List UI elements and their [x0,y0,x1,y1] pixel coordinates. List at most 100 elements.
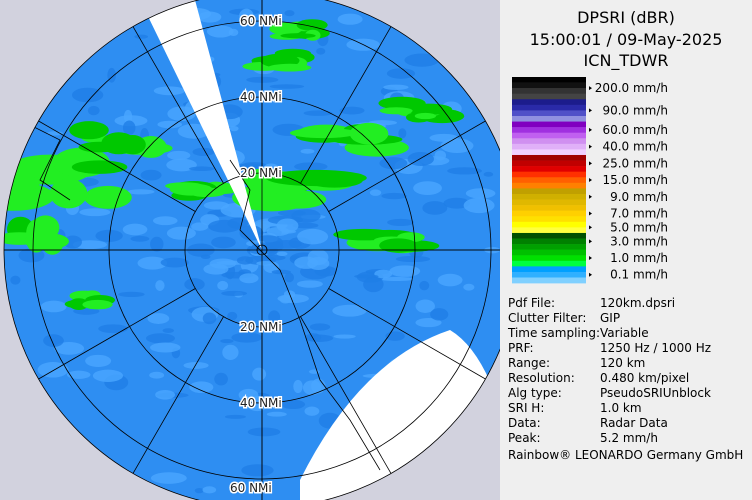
info-value: 5.2 mm/h [600,431,658,445]
range-rings [3,0,500,500]
echo [251,242,284,253]
echo [419,280,430,291]
color-legend: 200.0 mm/h 90.0 mm/h 60.0 mm/h 40.0 mm/h 25.… [512,77,668,284]
echo [238,388,259,402]
echo [46,131,64,136]
legend-arrow [589,256,592,261]
info-label: Data: [508,416,541,430]
legend-swatch [512,154,586,161]
info-value: 120 km [600,356,646,370]
legend-arrow [589,225,592,230]
echo [268,310,281,324]
echo [381,192,407,200]
echo [300,148,315,154]
echo [379,238,418,253]
echo [145,333,175,344]
info-value: Radar Data [600,416,668,430]
legend-swatch [512,193,586,200]
legend-arrow [589,127,592,132]
echo [66,370,91,379]
legend-swatch [512,210,586,217]
echo [281,399,306,410]
echo [4,173,40,193]
echo [188,187,226,198]
info-label: Peak: [508,431,541,445]
echo [189,166,215,172]
legend-label: 90.0 mm/h [602,103,668,117]
echo [157,120,183,129]
echo [203,263,229,275]
echo [379,276,414,282]
blocked-sector [140,0,262,250]
legend-swatch [512,99,586,106]
echo [293,379,303,394]
legend-swatch [512,249,586,256]
echo [69,298,89,310]
echo [337,13,363,25]
echo [294,162,328,171]
legend-label: 25.0 mm/h [602,156,668,170]
echo [98,324,128,334]
echo [214,372,228,386]
legend-swatch [512,88,586,95]
echo [166,226,196,240]
echo [166,158,197,172]
echo [276,251,288,256]
echo [437,273,463,287]
legend-label: 60.0 mm/h [602,123,668,137]
legend-arrow [589,86,592,91]
legend-label: 7.0 mm/h [610,206,668,220]
echo [221,290,248,296]
echo [211,236,236,249]
legend-swatch [512,277,586,284]
info-value: GIP [600,311,621,325]
info-label: Range: [508,356,551,370]
echo [414,112,436,120]
echo [280,33,316,39]
echo [189,381,214,394]
legend-label: 40.0 mm/h [602,140,668,154]
legend-swatch [512,199,586,206]
legend-swatch [512,93,586,100]
echo [152,216,178,226]
echo [150,342,181,353]
echo [155,390,175,400]
info-value: PseudoSRIUnblock [600,386,711,400]
time: 15:00:01 / 09-May-2025 [529,30,723,49]
echo [413,181,442,196]
legend-swatch [512,227,586,234]
echo [217,280,229,291]
legend-label: 1.0 mm/h [610,251,668,265]
echo [291,208,321,223]
radar-map: 20 NMi 20 NMi 40 NMi 40 NMi 60 NMi 60 NMi [0,0,500,500]
coastline [19,119,381,471]
echo [387,218,415,227]
echo [222,344,239,360]
echo [374,269,393,279]
echo [256,260,276,266]
ring-label: 60 NMi [230,481,272,495]
legend-arrow [589,178,592,183]
echo [443,197,470,209]
echo [54,342,85,355]
legend-swatch [512,138,586,145]
legend-arrow [589,194,592,199]
legend-label: 200.0 mm/h [595,81,668,95]
echo [292,222,319,229]
echo [289,127,357,139]
info-label: Time sampling: [508,326,601,340]
echo [239,8,254,25]
echo [194,488,204,494]
echo [404,53,440,67]
echo [296,280,323,288]
echo [252,367,267,381]
echo [122,120,136,136]
title: DPSRI (dBR) [577,8,675,27]
legend-swatch [512,110,586,117]
echo [379,157,408,170]
echo [134,34,149,39]
echo [153,86,186,96]
echo [241,464,274,477]
ring-label: 20 NMi [240,166,282,180]
